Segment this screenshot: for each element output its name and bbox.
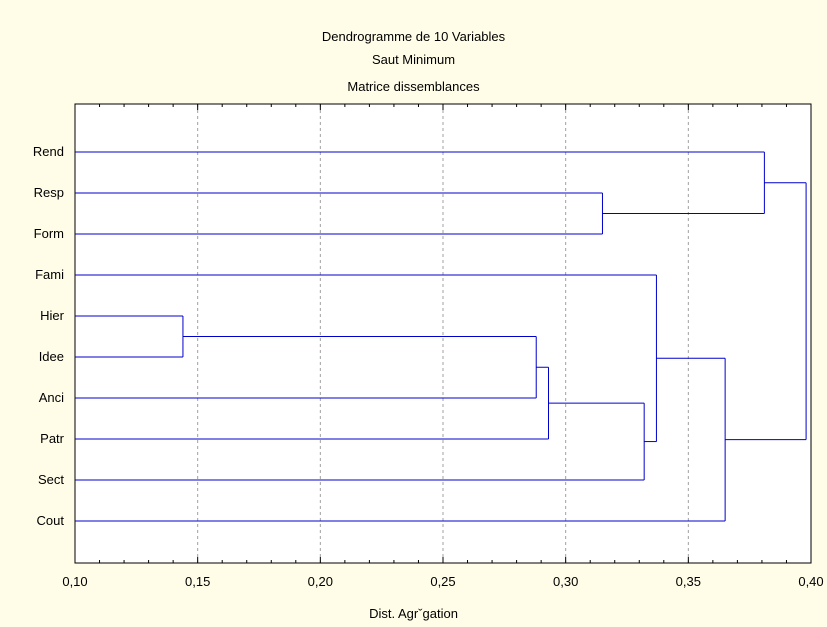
- leaf-label: Sect: [38, 472, 64, 487]
- x-tick-label: 0,10: [62, 574, 87, 589]
- leaf-label: Cout: [37, 513, 65, 528]
- leaf-label: Hier: [40, 308, 65, 323]
- leaf-label: Fami: [35, 267, 64, 282]
- x-tick-label: 0,35: [676, 574, 701, 589]
- x-tick-label: 0,15: [185, 574, 210, 589]
- leaf-label: Patr: [40, 431, 65, 446]
- x-tick-label: 0,25: [430, 574, 455, 589]
- leaf-label: Idee: [39, 349, 64, 364]
- chart-title: Dendrogramme de 10 Variables: [321, 29, 506, 44]
- x-tick-label: 0,30: [553, 574, 578, 589]
- leaf-label: Form: [34, 226, 64, 241]
- leaf-label: Resp: [34, 185, 64, 200]
- x-tick-label: 0,20: [308, 574, 333, 589]
- leaf-label: Anci: [39, 390, 64, 405]
- x-axis-label: Dist. Agrˇgation: [369, 606, 458, 621]
- chart-subtitle: Saut Minimum: [371, 52, 456, 67]
- leaf-label: Rend: [33, 144, 64, 159]
- chart-subtitle-2: Matrice dissemblances: [347, 79, 480, 94]
- x-tick-label: 0,40: [798, 574, 823, 589]
